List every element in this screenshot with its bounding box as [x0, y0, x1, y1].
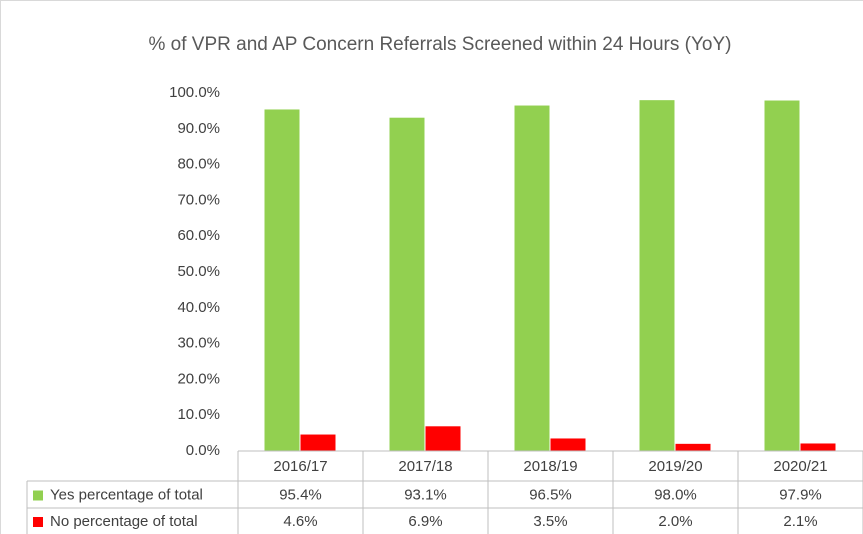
legend-key: [33, 490, 43, 501]
legend-key: [33, 517, 43, 527]
x-tick-label: 2019/20: [648, 458, 702, 475]
x-tick-label: 2016/17: [273, 458, 327, 475]
y-tick-label: 90.0%: [177, 120, 220, 137]
y-tick-label: 60.0%: [177, 227, 220, 244]
bar: [264, 109, 300, 451]
bar: [675, 443, 711, 451]
y-tick-label: 70.0%: [177, 191, 220, 208]
table-value: 96.5%: [529, 486, 572, 503]
table-value: 98.0%: [654, 486, 697, 503]
x-tick-label: 2017/18: [398, 458, 452, 475]
chart-title: % of VPR and AP Concern Referrals Screen…: [149, 34, 732, 55]
table-value: 97.9%: [779, 486, 822, 503]
x-tick-label: 2018/19: [523, 458, 577, 475]
y-tick-label: 30.0%: [177, 335, 220, 352]
table-value: 4.6%: [283, 513, 317, 530]
bar: [300, 434, 336, 451]
legend-label: No percentage of total: [50, 513, 198, 530]
bar: [550, 438, 586, 451]
y-tick-label: 80.0%: [177, 156, 220, 173]
y-tick-label: 50.0%: [177, 263, 220, 280]
table-value: 3.5%: [533, 513, 567, 530]
y-tick-label: 10.0%: [177, 406, 220, 423]
table-value: 2.0%: [658, 513, 692, 530]
table-value: 95.4%: [279, 486, 322, 503]
bar: [764, 100, 800, 451]
table-value: 93.1%: [404, 486, 447, 503]
table-value: 2.1%: [783, 513, 817, 530]
bar: [425, 426, 461, 451]
y-tick-label: 40.0%: [177, 299, 220, 316]
legend-label: Yes percentage of total: [50, 486, 203, 503]
bar: [514, 105, 550, 451]
x-tick-label: 2020/21: [773, 458, 827, 475]
bar: [800, 443, 836, 451]
y-tick-label: 0.0%: [186, 442, 220, 459]
table-value: 6.9%: [408, 513, 442, 530]
y-tick-label: 20.0%: [177, 370, 220, 387]
bar: [389, 117, 425, 452]
bar: [639, 100, 675, 451]
y-tick-label: 100.0%: [169, 84, 220, 101]
